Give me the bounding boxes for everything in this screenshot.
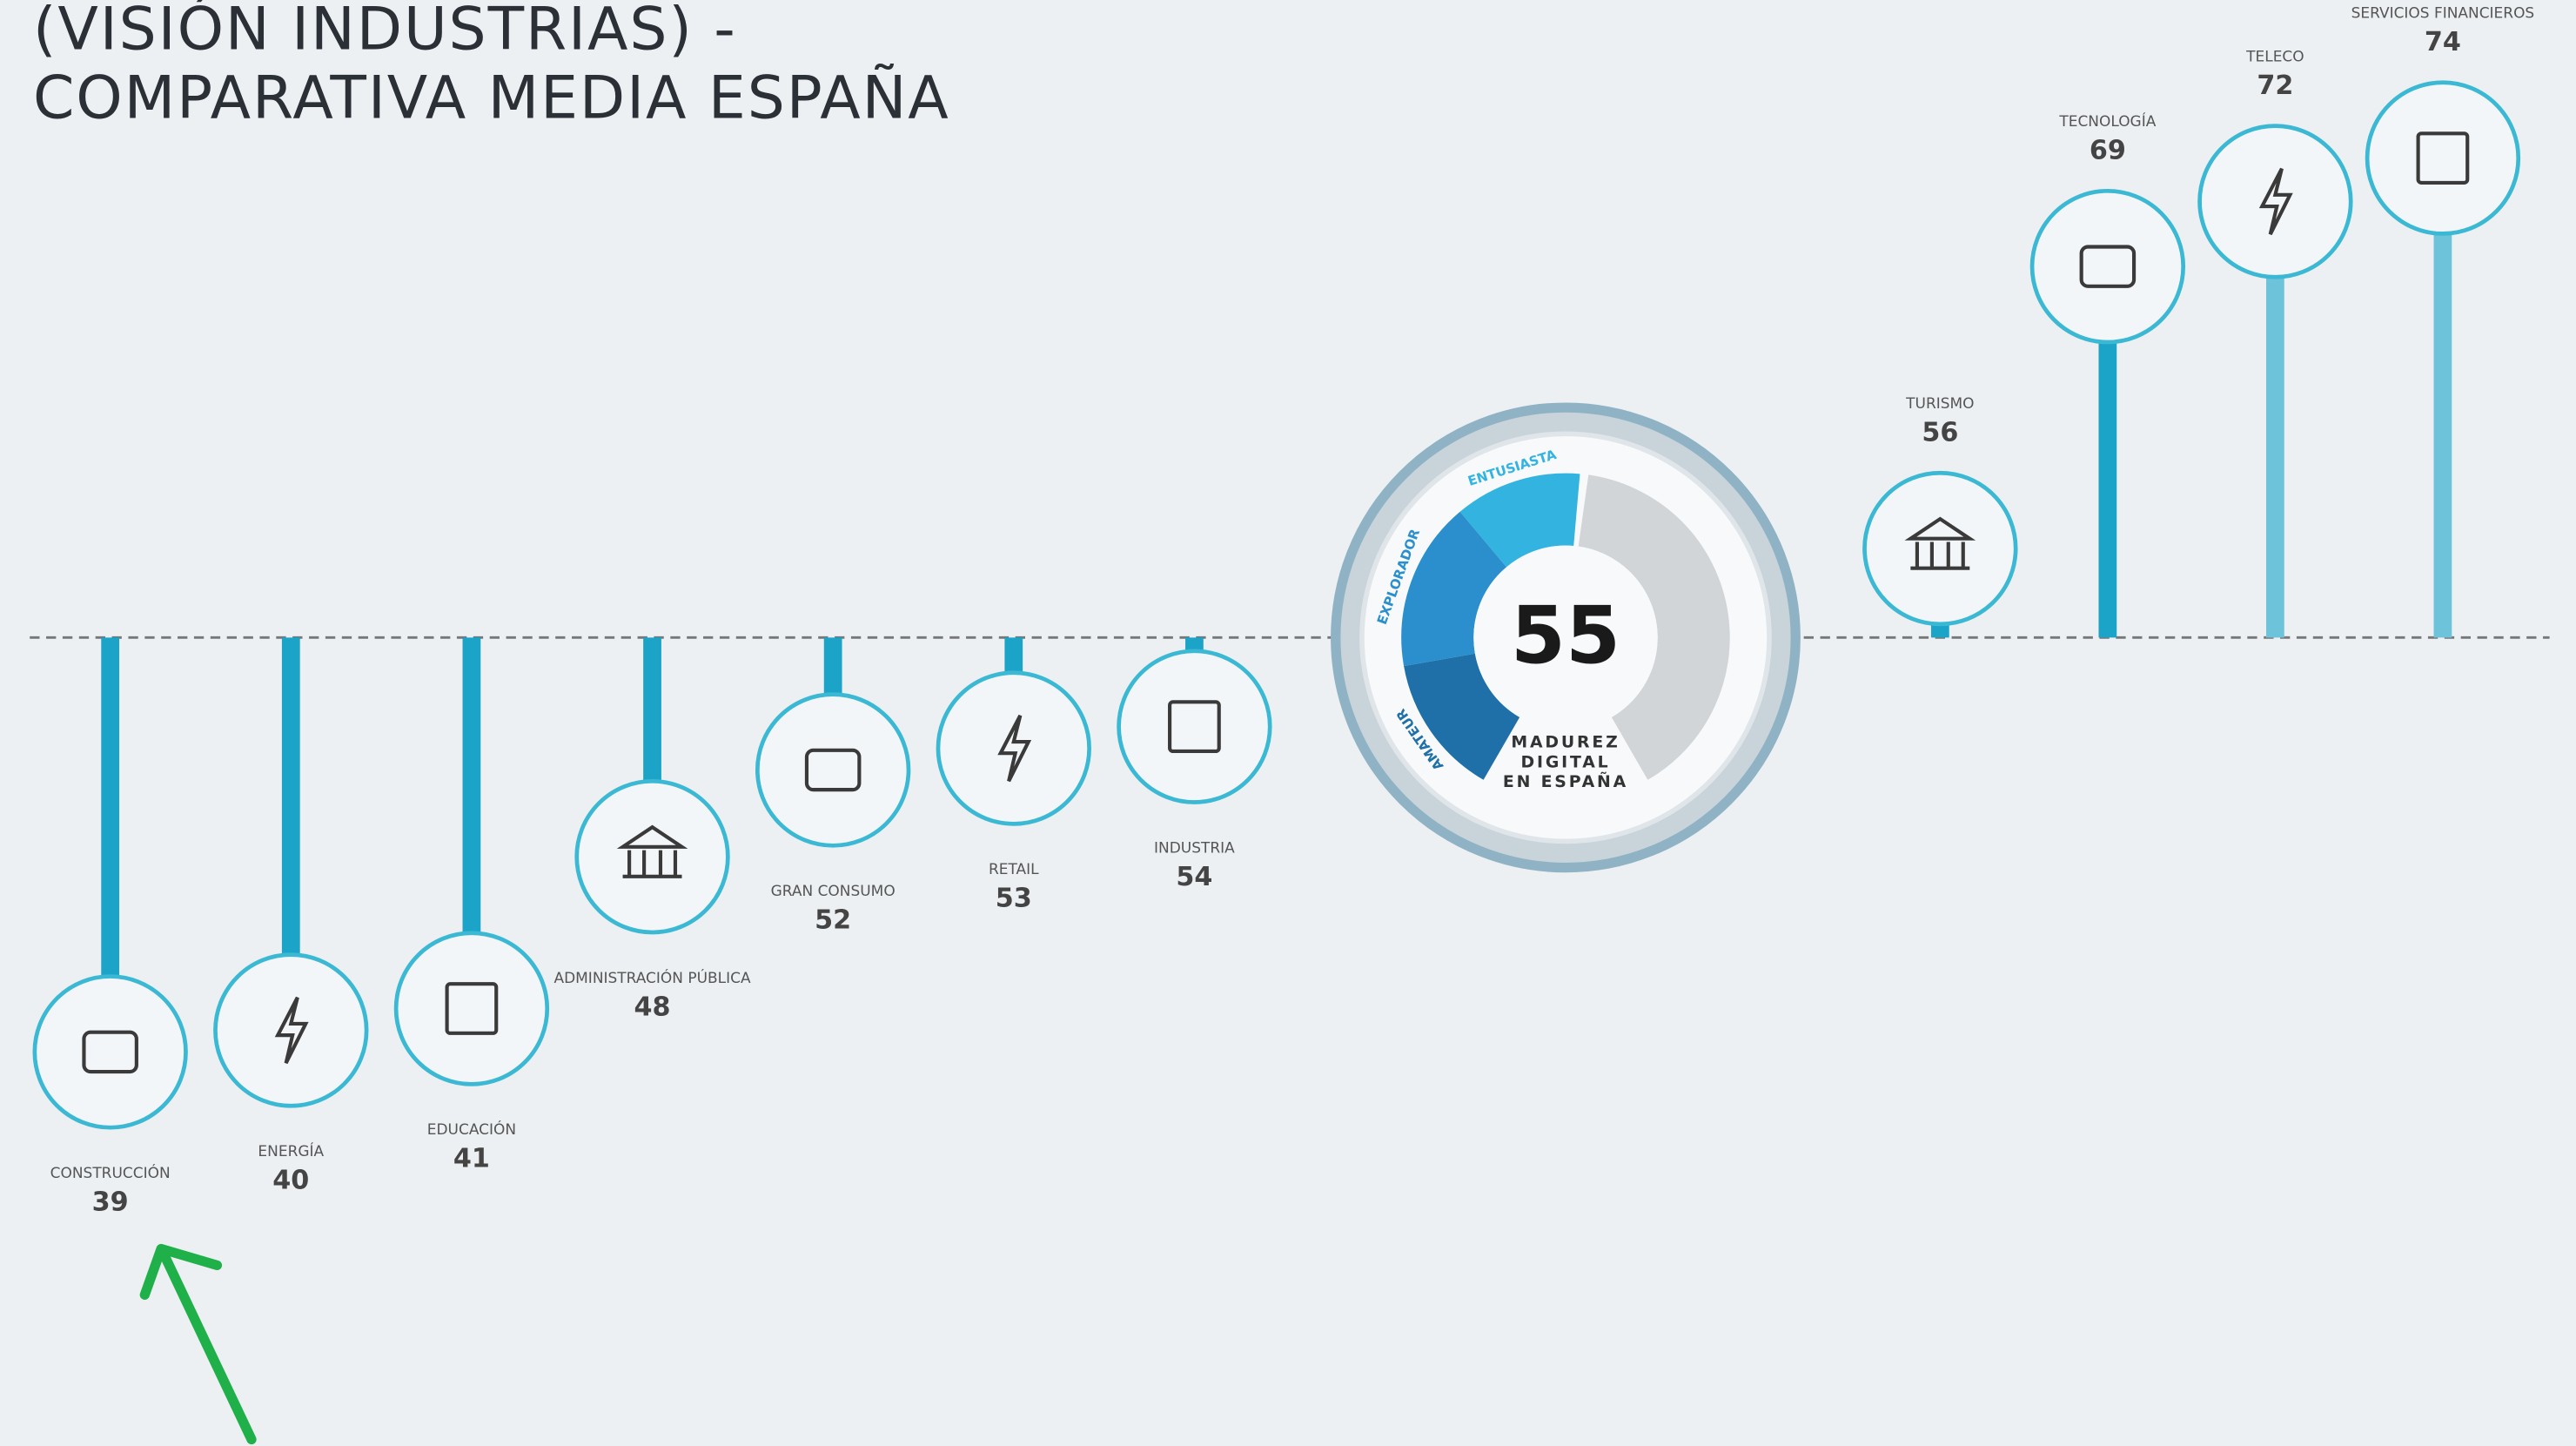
marker xyxy=(936,670,1091,826)
gauge-arc xyxy=(1404,652,1521,780)
icon-shape xyxy=(2079,245,2137,288)
icon xyxy=(804,748,862,792)
value-label: 54 xyxy=(1176,862,1212,892)
value-label: 69 xyxy=(2090,136,2126,166)
value-label: 74 xyxy=(2425,27,2461,57)
reference-value: 55 xyxy=(1511,590,1620,682)
reference-label: DIGITAL xyxy=(1520,752,1610,771)
gauge-arc xyxy=(1401,511,1507,667)
value-label: 53 xyxy=(996,884,1032,914)
icon xyxy=(616,824,688,878)
title-line: (VISIÓN INDUSTRIAS) - xyxy=(33,0,737,64)
value-label: 40 xyxy=(272,1166,309,1196)
marker xyxy=(1117,649,1272,804)
value-label: 41 xyxy=(453,1144,490,1174)
value-label: 39 xyxy=(92,1187,129,1218)
marker xyxy=(1862,470,2018,627)
value-label: 48 xyxy=(634,992,671,1022)
marker xyxy=(213,952,369,1108)
icon xyxy=(2079,245,2137,288)
icon xyxy=(2258,167,2293,236)
value-label: 52 xyxy=(815,905,851,936)
icon-shape xyxy=(2416,131,2470,185)
title-line: COMPARATIVA MEDIA ESPAÑA xyxy=(33,64,950,133)
marker xyxy=(2197,124,2353,279)
icon xyxy=(997,714,1032,783)
category-label: TURISMO xyxy=(1905,395,1974,413)
icon xyxy=(445,982,499,1035)
category-label: EDUCACIÓN xyxy=(427,1120,516,1139)
marker xyxy=(574,778,730,935)
reference-label: MADUREZ xyxy=(1511,733,1620,752)
marker xyxy=(393,931,550,1086)
category-label: INDUSTRIA xyxy=(1154,839,1235,857)
icon-shape xyxy=(1168,700,1221,754)
gauge-arc xyxy=(1459,473,1580,568)
gauge-arc xyxy=(1577,474,1730,780)
icon-shape xyxy=(2258,167,2293,236)
category-label: RETAIL xyxy=(989,861,1039,878)
category-label: ENERGÍA xyxy=(258,1141,324,1160)
marker xyxy=(2029,188,2186,345)
category-label: ADMINISTRACIÓN PÚBLICA xyxy=(553,968,750,987)
arrow xyxy=(139,1243,257,1445)
category-label: TELECO xyxy=(2245,48,2304,65)
icon xyxy=(82,1030,138,1074)
gauge-center xyxy=(1473,545,1658,730)
icon xyxy=(274,996,309,1065)
value-label: 72 xyxy=(2257,71,2293,101)
icon-shape xyxy=(82,1030,138,1074)
reference-label: EN ESPAÑA xyxy=(1503,770,1628,791)
icon-shape xyxy=(616,824,688,878)
marker xyxy=(755,692,911,848)
icon-shape xyxy=(274,996,309,1065)
icon-shape xyxy=(804,748,862,792)
marker xyxy=(32,974,188,1130)
category-label: CONSTRUCCIÓN xyxy=(50,1163,171,1182)
icon-shape xyxy=(445,982,499,1035)
icon-shape xyxy=(997,714,1032,783)
icon-shape xyxy=(1904,516,1976,570)
value-label: 56 xyxy=(1922,417,1958,447)
icon xyxy=(1904,516,1976,570)
icon xyxy=(2416,131,2470,185)
category-label: GRAN CONSUMO xyxy=(771,883,896,900)
category-label: SERVICIOS FINANCIEROS xyxy=(2351,4,2535,22)
icon xyxy=(1168,700,1221,754)
marker xyxy=(2365,80,2521,236)
category-label: TECNOLOGÍA xyxy=(2058,111,2156,131)
